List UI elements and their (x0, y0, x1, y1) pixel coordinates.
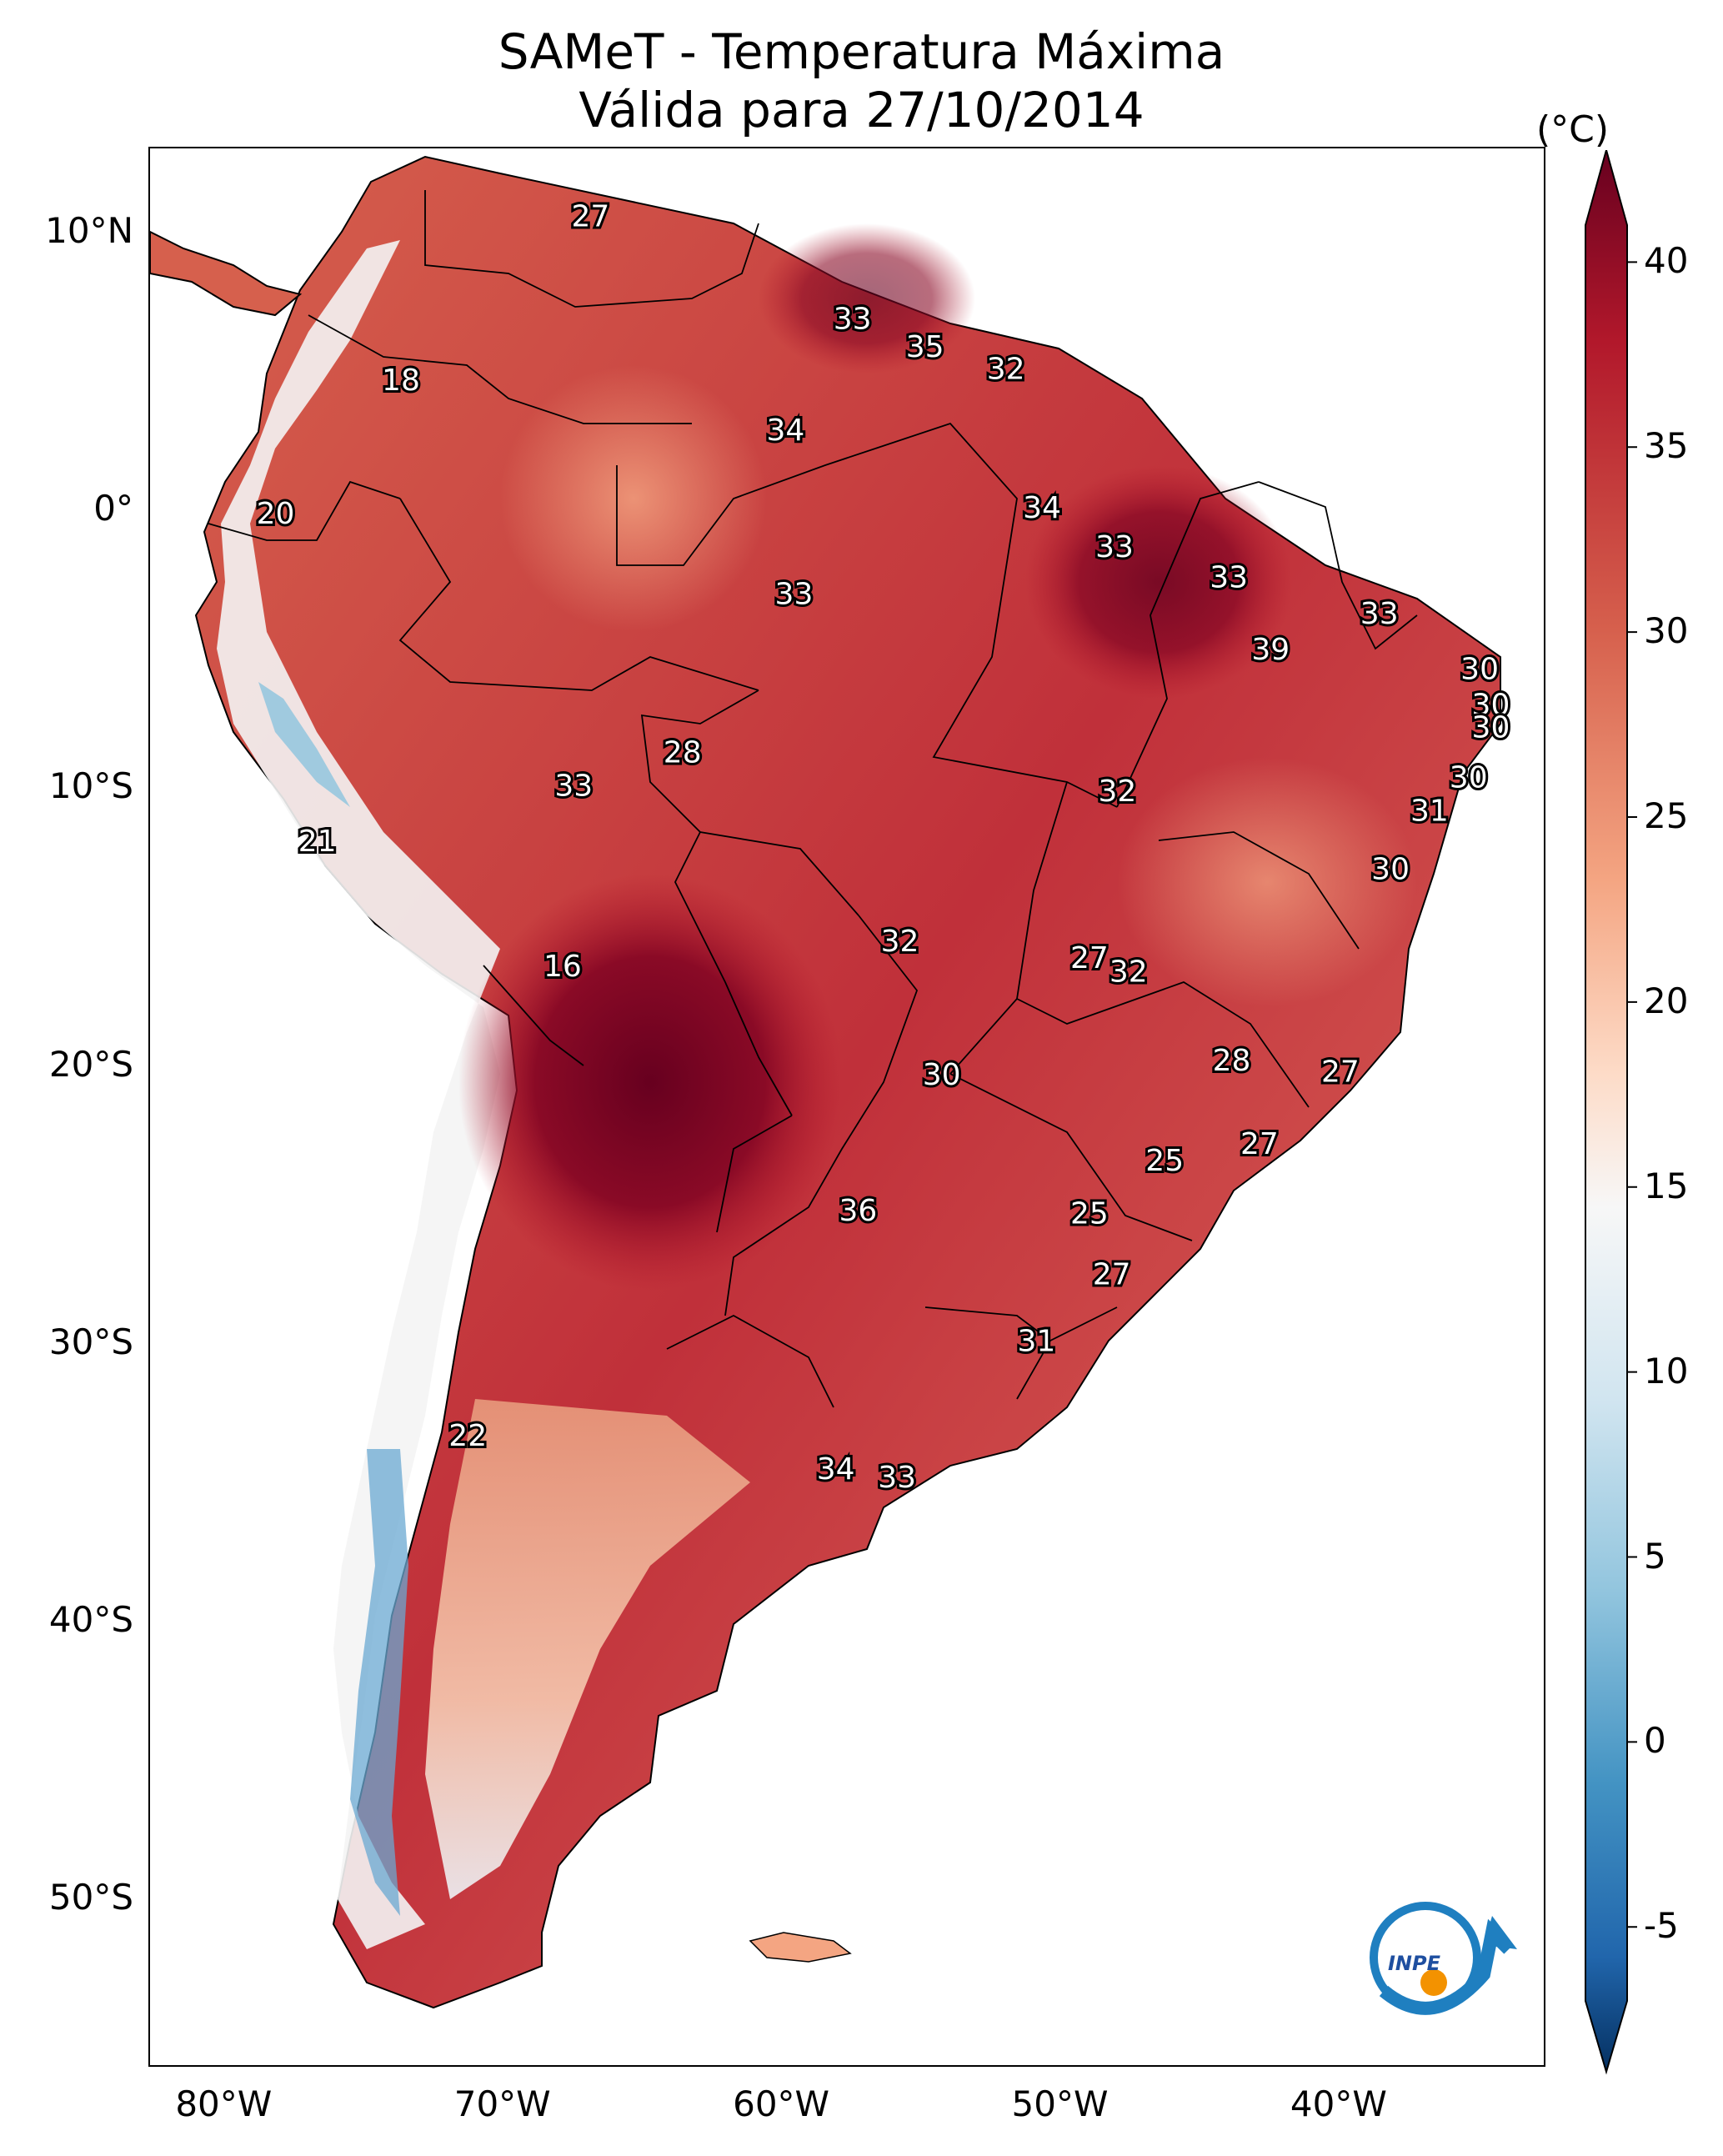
central-america-landmass (150, 230, 303, 317)
temperature-label: 30 (1472, 689, 1510, 723)
temperature-label: 34 (1023, 491, 1061, 525)
inpe-logo: INPE (1370, 1902, 1517, 2015)
temperature-label: 32 (1098, 775, 1136, 809)
patagonia-cold-zone (350, 1449, 408, 1916)
falkland-islands (749, 1932, 852, 1963)
logo-text: INPE (1388, 1952, 1441, 1975)
map-title-line-1: SAMeT - Temperatura Máxima (498, 23, 1225, 80)
longitude-tick-label: 60°W (733, 2083, 830, 2124)
southern-cone-warm-zone (425, 1399, 750, 1899)
temperature-label: 33 (554, 769, 593, 803)
temperature-label: 16 (543, 950, 582, 984)
temperature-label: 27 (1321, 1055, 1360, 1090)
temperature-label: 18 (382, 364, 420, 398)
northeast-hot-zone (1025, 465, 1292, 699)
temperature-label: 28 (1213, 1044, 1251, 1078)
temperature-label: 30 (1450, 760, 1488, 795)
colorbar (1585, 150, 1637, 2075)
temperature-label: 30 (1472, 710, 1510, 745)
temperature-label: 33 (775, 577, 814, 611)
latitude-tick-label: 10°N (45, 209, 133, 251)
latitude-tick-label: 20°S (48, 1043, 133, 1085)
colorbar-tick-label: 20 (1644, 980, 1689, 1021)
country-borders (208, 190, 1418, 1408)
temperature-label: 22 (448, 1419, 487, 1453)
temperature-label: 33 (1095, 530, 1134, 564)
longitude-tick-label: 70°W (453, 2083, 551, 2124)
latitude-tick-label: 10°S (48, 765, 133, 807)
temperature-label: 30 (923, 1058, 961, 1092)
colorbar-tick-label: 25 (1644, 795, 1689, 836)
latitude-tick-label: 50°S (48, 1877, 133, 1918)
temperature-label: 33 (878, 1461, 916, 1495)
map-panel: 27 18 20 33 35 32 34 34 33 33 33 33 39 30 30 30 30 31 30 28… (148, 147, 1545, 2067)
colorbar-tick-label: 15 (1644, 1165, 1689, 1206)
map-canvas: 2718203335323434333333333930303030313028… (150, 155, 1517, 2015)
colorbar-tick-label: 5 (1644, 1535, 1666, 1577)
amazon-warm-zone (500, 365, 767, 632)
colorbar-tick-label: 0 (1644, 1720, 1666, 1762)
temperature-label: 30 (1460, 652, 1499, 686)
temperature-label: 33 (834, 303, 872, 337)
colorbar-tick-label: 40 (1644, 240, 1689, 282)
temperature-label: 25 (1070, 1196, 1109, 1231)
latitude-tick-label: 40°S (48, 1598, 133, 1640)
temperature-label: 36 (839, 1194, 877, 1228)
map-title-line-2: Válida para 27/10/2014 (579, 82, 1144, 138)
latitude-tick-label: 30°S (48, 1321, 133, 1362)
temperature-label: 30 (1371, 852, 1410, 886)
temperature-label: 31 (1017, 1325, 1055, 1359)
colorbar-tick-label: 30 (1644, 610, 1689, 652)
temperature-label: 21 (298, 825, 337, 859)
chaco-hot-zone (458, 874, 842, 1291)
temperature-label: 27 (1093, 1258, 1131, 1292)
temperature-label: 33 (1360, 597, 1399, 631)
andes-cool-band (217, 240, 500, 1949)
temperature-label: 32 (1109, 955, 1148, 990)
temperature-label: 32 (987, 353, 1025, 387)
longitude-tick-label: 50°W (1011, 2083, 1109, 2124)
temperature-label: 28 (664, 735, 702, 770)
temperature-label: 27 (1070, 941, 1109, 975)
temperature-label: 27 (571, 199, 609, 233)
temperature-label: 35 (906, 330, 944, 364)
colorbar-body (1585, 150, 1628, 2075)
colorbar-tick-label: 10 (1644, 1350, 1689, 1391)
temperature-label: 39 (1251, 633, 1290, 667)
colorbar-tick-label: -5 (1644, 1905, 1679, 1947)
temperature-label: 25 (1145, 1144, 1184, 1178)
temperature-label: 34 (817, 1452, 855, 1487)
cerrado-warm-zone (1117, 757, 1417, 1007)
latitude-tick-label: 0° (93, 488, 133, 529)
colorbar-ticks (1627, 261, 1637, 1928)
temperature-labels: 2718203335323434333333333930303030313028… (254, 197, 1513, 1497)
guianas-hot-zone (759, 223, 975, 374)
temperature-label: 31 (1410, 794, 1449, 828)
longitude-tick-label: 80°W (175, 2083, 273, 2124)
temperature-label: 27 (1240, 1127, 1279, 1161)
temperature-label: 32 (881, 925, 919, 959)
temperature-label: 34 (767, 414, 805, 448)
temperature-label: 33 (1210, 560, 1248, 594)
temperature-label: 20 (257, 497, 295, 531)
longitude-tick-label: 40°W (1290, 2083, 1387, 2124)
colorbar-unit: (°C) (1536, 108, 1610, 151)
colorbar-tick-label: 35 (1644, 425, 1689, 467)
peru-cold-zone (258, 682, 350, 807)
